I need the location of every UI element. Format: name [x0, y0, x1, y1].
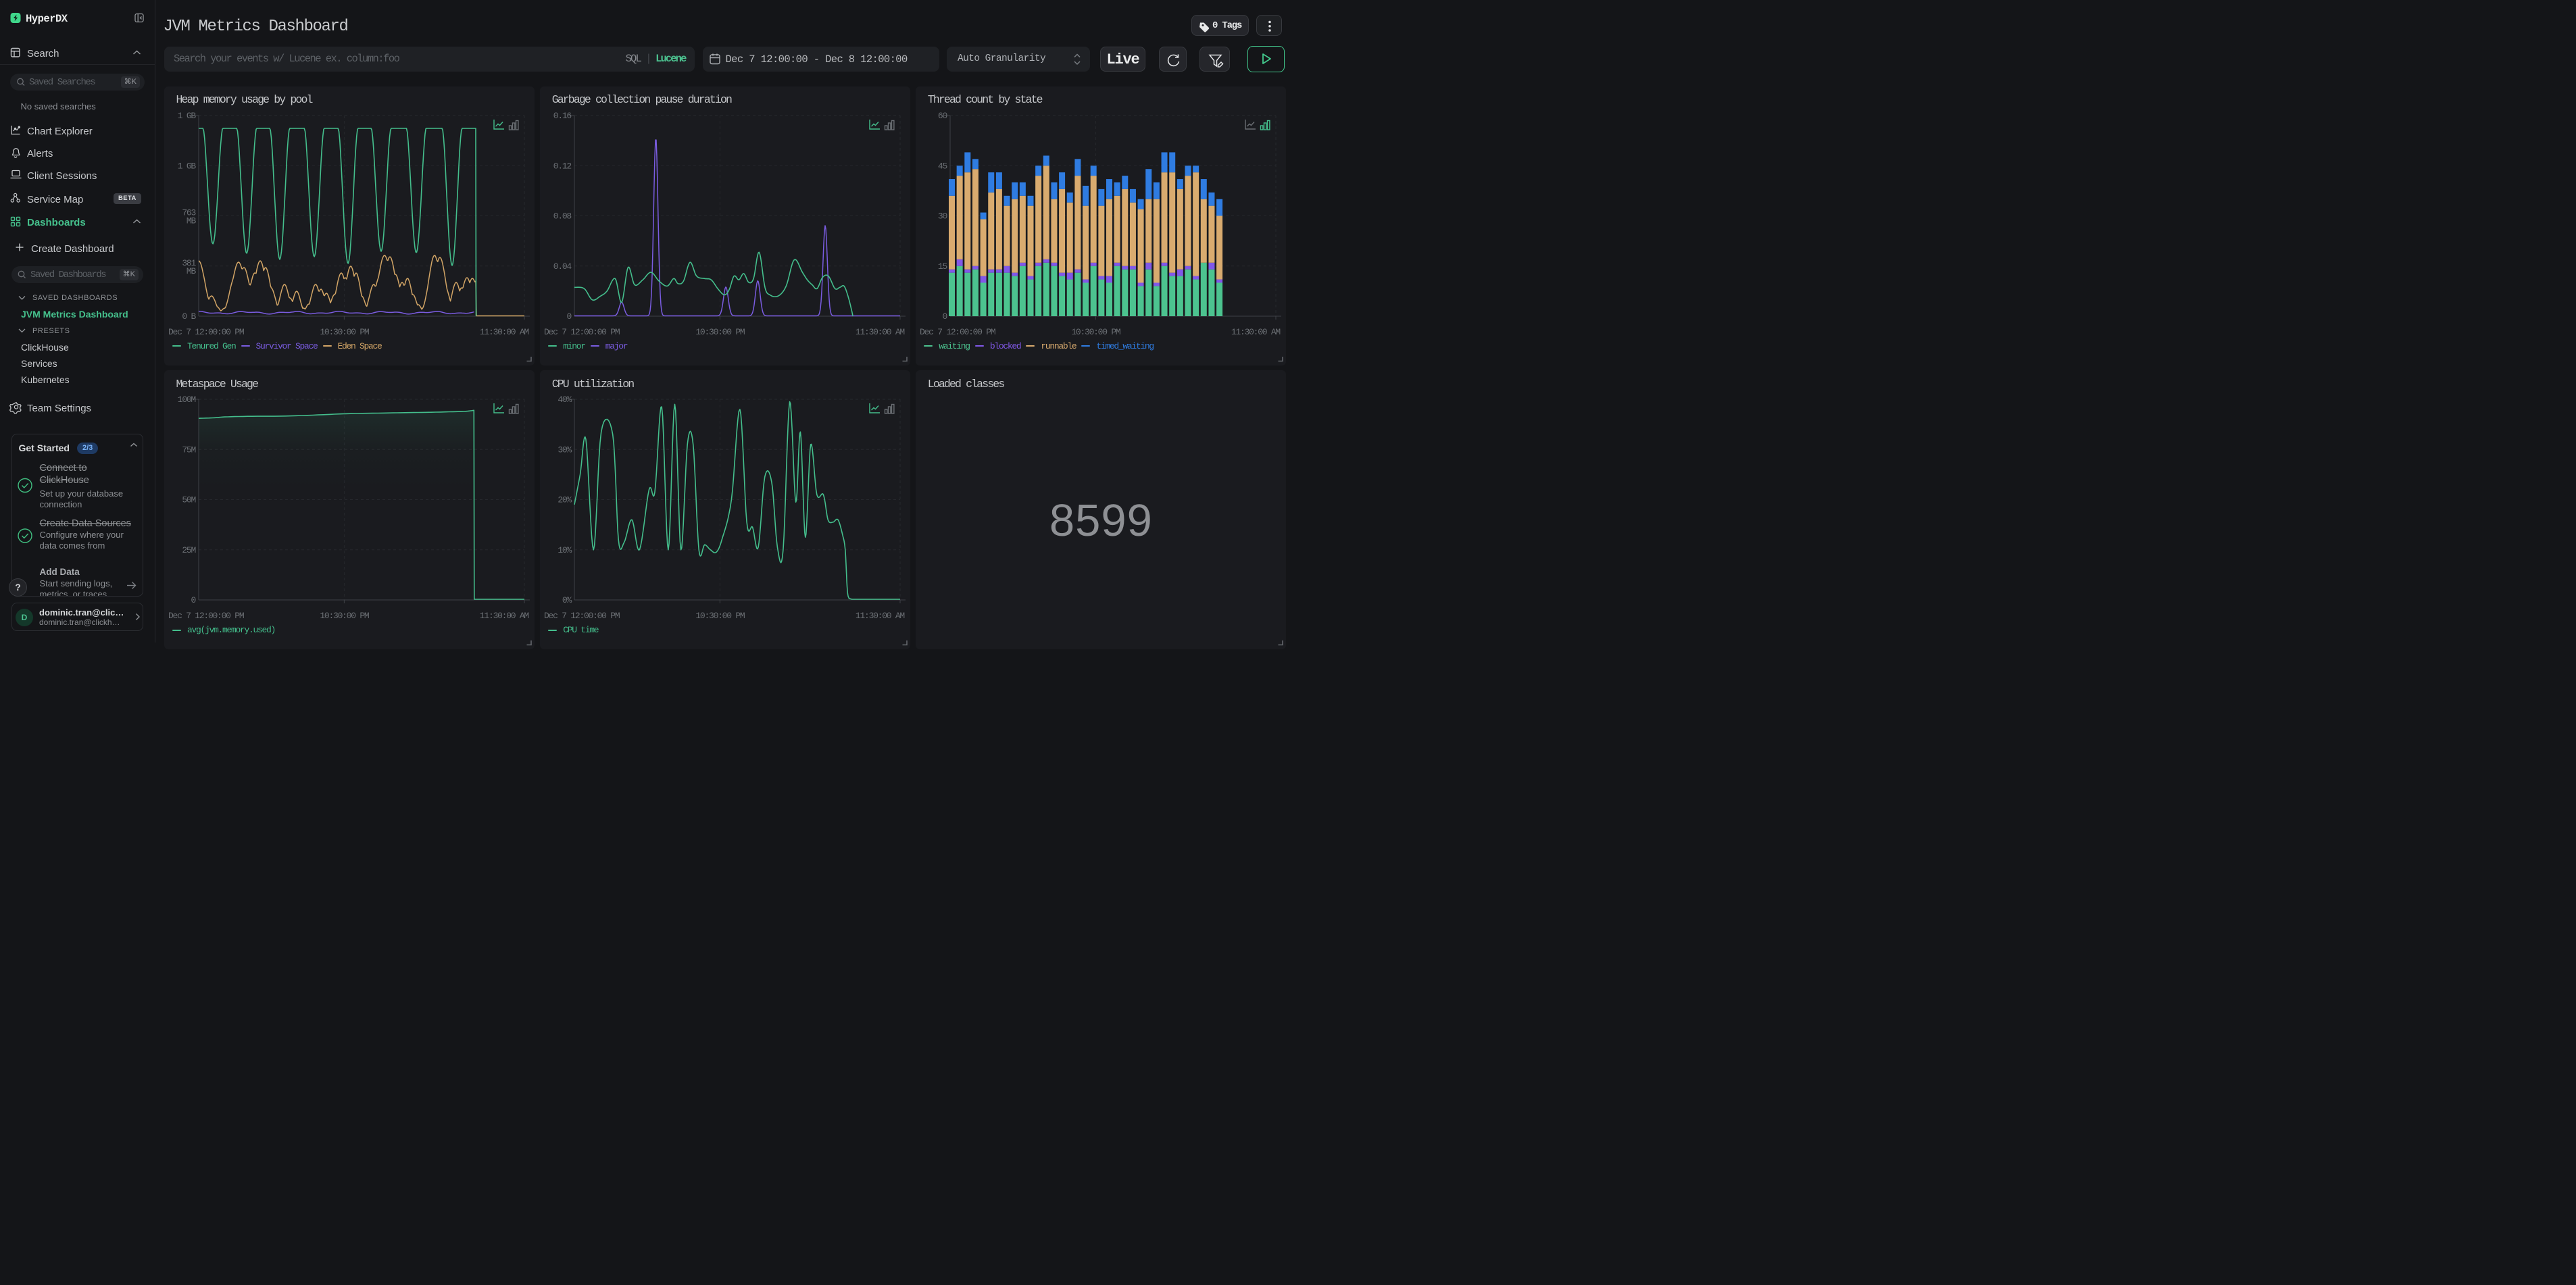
svg-text:0: 0: [567, 311, 572, 322]
svg-text:100M: 100M: [178, 395, 196, 405]
svg-text:60: 60: [938, 111, 947, 121]
svg-text:40%: 40%: [558, 395, 572, 405]
svg-text:MB: MB: [187, 216, 197, 226]
svg-text:11:30:00 AM: 11:30:00 AM: [856, 327, 905, 337]
svg-text:Dec 7 12:00:00 PM: Dec 7 12:00:00 PM: [544, 611, 620, 621]
svg-text:75M: 75M: [182, 445, 195, 455]
svg-text:381: 381: [182, 257, 196, 268]
svg-text:0 B: 0 B: [182, 311, 196, 322]
svg-text:11:30:00 AM: 11:30:00 AM: [1231, 327, 1281, 337]
svg-text:0.16: 0.16: [553, 111, 572, 121]
svg-text:30%: 30%: [558, 445, 572, 455]
svg-text:0: 0: [943, 311, 947, 322]
svg-text:11:30:00 AM: 11:30:00 AM: [856, 611, 905, 621]
svg-text:10:30:00 PM: 10:30:00 PM: [696, 611, 745, 621]
svg-text:10:30:00 PM: 10:30:00 PM: [320, 327, 369, 337]
svg-text:Dec 7 12:00:00 PM: Dec 7 12:00:00 PM: [168, 327, 244, 337]
svg-text:25M: 25M: [182, 545, 195, 555]
svg-text:0%: 0%: [562, 595, 572, 605]
svg-text:0: 0: [191, 595, 195, 605]
svg-text:10:30:00 PM: 10:30:00 PM: [696, 327, 745, 337]
svg-text:Dec 7 12:00:00 PM: Dec 7 12:00:00 PM: [920, 327, 995, 337]
svg-text:0.08: 0.08: [553, 211, 572, 221]
svg-text:20%: 20%: [558, 495, 572, 505]
svg-text:Dec 7 12:00:00 PM: Dec 7 12:00:00 PM: [544, 327, 620, 337]
svg-text:11:30:00 AM: 11:30:00 AM: [480, 611, 529, 621]
svg-text:1 GB: 1 GB: [178, 161, 197, 171]
svg-text:30: 30: [938, 211, 947, 221]
svg-text:10:30:00 PM: 10:30:00 PM: [320, 611, 369, 621]
svg-text:10%: 10%: [558, 545, 572, 555]
svg-text:763: 763: [182, 207, 195, 218]
svg-text:15: 15: [938, 261, 947, 271]
svg-text:1 GB: 1 GB: [178, 111, 197, 121]
svg-text:50M: 50M: [182, 495, 195, 505]
svg-text:45: 45: [938, 161, 947, 171]
svg-text:11:30:00 AM: 11:30:00 AM: [480, 327, 529, 337]
svg-text:0.12: 0.12: [553, 161, 572, 171]
svg-text:10:30:00 PM: 10:30:00 PM: [1072, 327, 1121, 337]
svg-text:Dec 7 12:00:00 PM: Dec 7 12:00:00 PM: [168, 611, 244, 621]
svg-text:0.04: 0.04: [553, 261, 572, 271]
svg-text:MB: MB: [187, 266, 197, 276]
